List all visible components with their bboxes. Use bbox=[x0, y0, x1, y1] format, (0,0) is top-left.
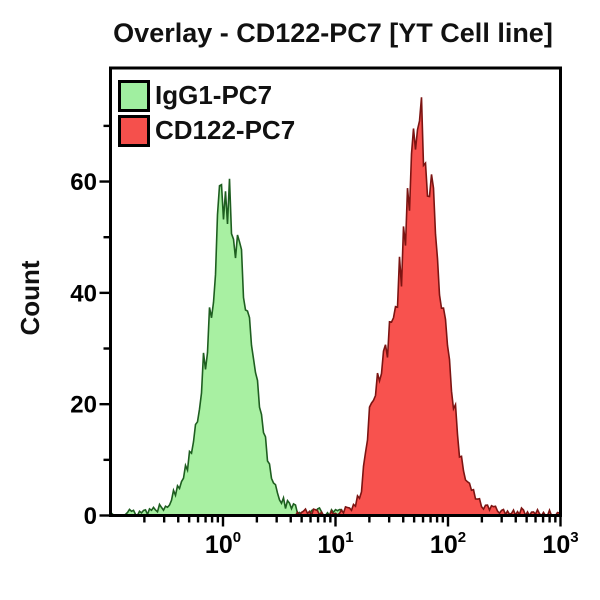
y-tick-label: 20 bbox=[70, 392, 97, 419]
legend-label-igg1: IgG1-PC7 bbox=[155, 80, 273, 110]
y-tick-label: 60 bbox=[70, 169, 97, 196]
legend-item-igg1: IgG1-PC7 bbox=[118, 79, 295, 112]
x-tick-label: 101 bbox=[317, 529, 353, 559]
legend-item-cd122: CD122-PC7 bbox=[118, 114, 296, 147]
series-IgG1-PC7 bbox=[109, 178, 561, 517]
plot-frame bbox=[109, 66, 562, 517]
series-CD122-PC7 bbox=[110, 97, 562, 517]
y-tick-label: 40 bbox=[70, 280, 97, 307]
x-tick-label: 103 bbox=[542, 529, 578, 559]
x-tick-label: 102 bbox=[430, 529, 466, 559]
legend: IgG1-PC7 CD122-PC7 bbox=[118, 79, 296, 147]
y-tick-label: 0 bbox=[84, 503, 97, 530]
chart-title: Overlay - CD122-PC7 [YT Cell line] bbox=[113, 18, 553, 48]
legend-label-cd122: CD122-PC7 bbox=[155, 115, 296, 145]
x-tick-label: 100 bbox=[205, 529, 241, 559]
legend-swatch-red-icon bbox=[118, 114, 150, 147]
legend-swatch-green-icon bbox=[118, 79, 150, 112]
